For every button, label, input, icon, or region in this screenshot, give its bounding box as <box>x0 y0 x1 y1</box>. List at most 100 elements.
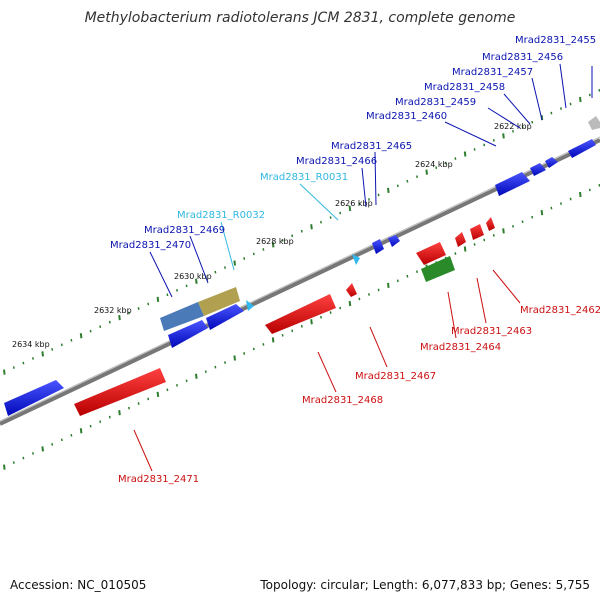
map-title: Methylobacterium radiotolerans JCM 2831,… <box>84 10 516 26</box>
accession-text: Accession: NC_010505 <box>10 578 147 592</box>
gene-arrow-forward[interactable] <box>568 139 596 158</box>
leader-line <box>369 326 388 368</box>
gene-label-reverse[interactable]: Mrad2831_2463 <box>451 326 532 337</box>
tick-rail-bottom <box>3 184 600 470</box>
gene-label-reverse[interactable]: Mrad2831_2462 <box>520 305 600 316</box>
tick-mark <box>579 191 582 198</box>
tick-mark <box>348 205 352 212</box>
tick-mark <box>579 96 582 103</box>
tick-mark <box>540 210 544 216</box>
tick-mark <box>271 242 275 248</box>
gene-label-rna[interactable]: Mrad2831_R0031 <box>260 172 348 183</box>
gene-label-forward[interactable]: Mrad2831_2458 <box>424 82 505 93</box>
tick-mark <box>463 151 467 157</box>
tick-mark <box>118 409 121 416</box>
tick-mark <box>195 373 198 379</box>
leader-line <box>220 221 235 271</box>
gene-arrow-forward[interactable] <box>530 163 546 176</box>
leader-line <box>317 351 337 393</box>
tick-mark <box>79 428 83 434</box>
kbp-tick-label: 2630 kbp <box>174 272 212 281</box>
tick-mark <box>463 246 467 252</box>
gene-label-forward[interactable]: Mrad2831_2465 <box>331 141 412 152</box>
leader-line <box>492 269 521 304</box>
tick-mark <box>3 369 6 375</box>
forward-genes <box>4 116 600 416</box>
gene-label-forward[interactable]: Mrad2831_2460 <box>366 111 447 122</box>
gene-block-2469[interactable] <box>198 287 240 316</box>
tick-mark <box>271 337 275 343</box>
kbp-tick-label: 2632 kbp <box>94 306 132 315</box>
topology-summary: Topology: circular; Length: 6,077,833 bp… <box>260 578 590 592</box>
leader-line <box>189 235 209 284</box>
gene-block-2470[interactable] <box>160 302 204 331</box>
reverse-genes <box>74 217 495 416</box>
gene-arrow-reverse[interactable] <box>470 224 484 240</box>
tick-mark <box>156 391 160 398</box>
tick-mark <box>118 314 121 321</box>
kbp-tick-label: 2628 kbp <box>256 237 294 246</box>
gene-arrow-green[interactable] <box>421 256 455 282</box>
rna-gene[interactable] <box>352 254 360 265</box>
gene-arrow-forward[interactable] <box>372 239 384 254</box>
tick-mark <box>348 300 352 307</box>
gene-arrow-reverse[interactable] <box>416 242 446 265</box>
leader-line <box>531 77 543 121</box>
gene-arrow-reverse[interactable] <box>486 217 495 231</box>
gene-arrow-forward[interactable] <box>4 380 64 416</box>
tick-mark <box>502 133 505 139</box>
gene-arrow-reverse[interactable] <box>265 294 336 334</box>
tick-mark <box>3 464 6 470</box>
tick-mark <box>425 169 428 175</box>
tick-mark <box>502 228 505 234</box>
leader-line <box>447 291 457 339</box>
leader-line <box>487 107 521 129</box>
gene-label-forward[interactable]: Mrad2831_2469 <box>144 225 225 236</box>
gene-arrow-forward[interactable] <box>206 304 244 330</box>
leader-line <box>374 151 377 206</box>
kbp-tick-label: 2626 kbp <box>335 199 373 208</box>
gene-label-forward[interactable]: Mrad2831_2456 <box>482 52 563 63</box>
gene-label-forward[interactable]: Mrad2831_2457 <box>452 67 533 78</box>
leader-line <box>503 93 531 125</box>
tick-mark <box>79 333 83 339</box>
tick-mark <box>233 260 236 266</box>
gene-arrow-reverse[interactable] <box>455 232 466 247</box>
leader-line <box>361 167 367 208</box>
gene-arrow-forward[interactable] <box>545 157 558 168</box>
gene-label-forward[interactable]: Mrad2831_2470 <box>110 240 191 251</box>
leader-line <box>299 183 339 221</box>
gene-label-reverse[interactable]: Mrad2831_2464 <box>420 342 501 353</box>
tick-mark <box>156 296 160 303</box>
gene-arrow-reverse[interactable] <box>74 368 166 416</box>
gene-label-forward[interactable]: Mrad2831_2466 <box>296 156 377 167</box>
gene-label-forward[interactable]: Mrad2831_2455 <box>515 35 596 46</box>
tick-mark <box>310 319 313 325</box>
leader-line <box>133 429 153 472</box>
tick-mark <box>195 278 198 284</box>
tick-mark <box>310 224 313 230</box>
gene-label-forward[interactable]: Mrad2831_2459 <box>395 97 476 108</box>
gene-label-reverse[interactable]: Mrad2831_2471 <box>118 474 199 485</box>
gene-label-reverse[interactable]: Mrad2831_2468 <box>302 395 383 406</box>
gene-arrow-forward[interactable] <box>388 235 400 247</box>
kbp-tick-label: 2634 kbp <box>12 340 50 349</box>
leader-line <box>559 63 567 109</box>
leader-line <box>476 277 487 324</box>
kbp-tick-label: 2624 kbp <box>415 160 453 169</box>
gene-arrow-forward[interactable] <box>495 172 530 196</box>
tick-mark <box>233 355 236 361</box>
gene-label-rna[interactable]: Mrad2831_R0032 <box>177 210 265 221</box>
gene-label-reverse[interactable]: Mrad2831_2467 <box>355 371 436 382</box>
pseudo-gene[interactable] <box>588 116 600 130</box>
gene-arrow-reverse[interactable] <box>346 283 357 297</box>
tick-mark <box>387 187 390 193</box>
kbp-tick-label: 2622 kbp <box>494 122 532 131</box>
tick-mark <box>41 351 44 357</box>
tick-mark <box>387 282 390 288</box>
gene-arrow-forward[interactable] <box>168 320 208 348</box>
leader-line <box>149 251 173 298</box>
leader-line <box>444 121 497 147</box>
rna-gene[interactable] <box>246 300 254 311</box>
